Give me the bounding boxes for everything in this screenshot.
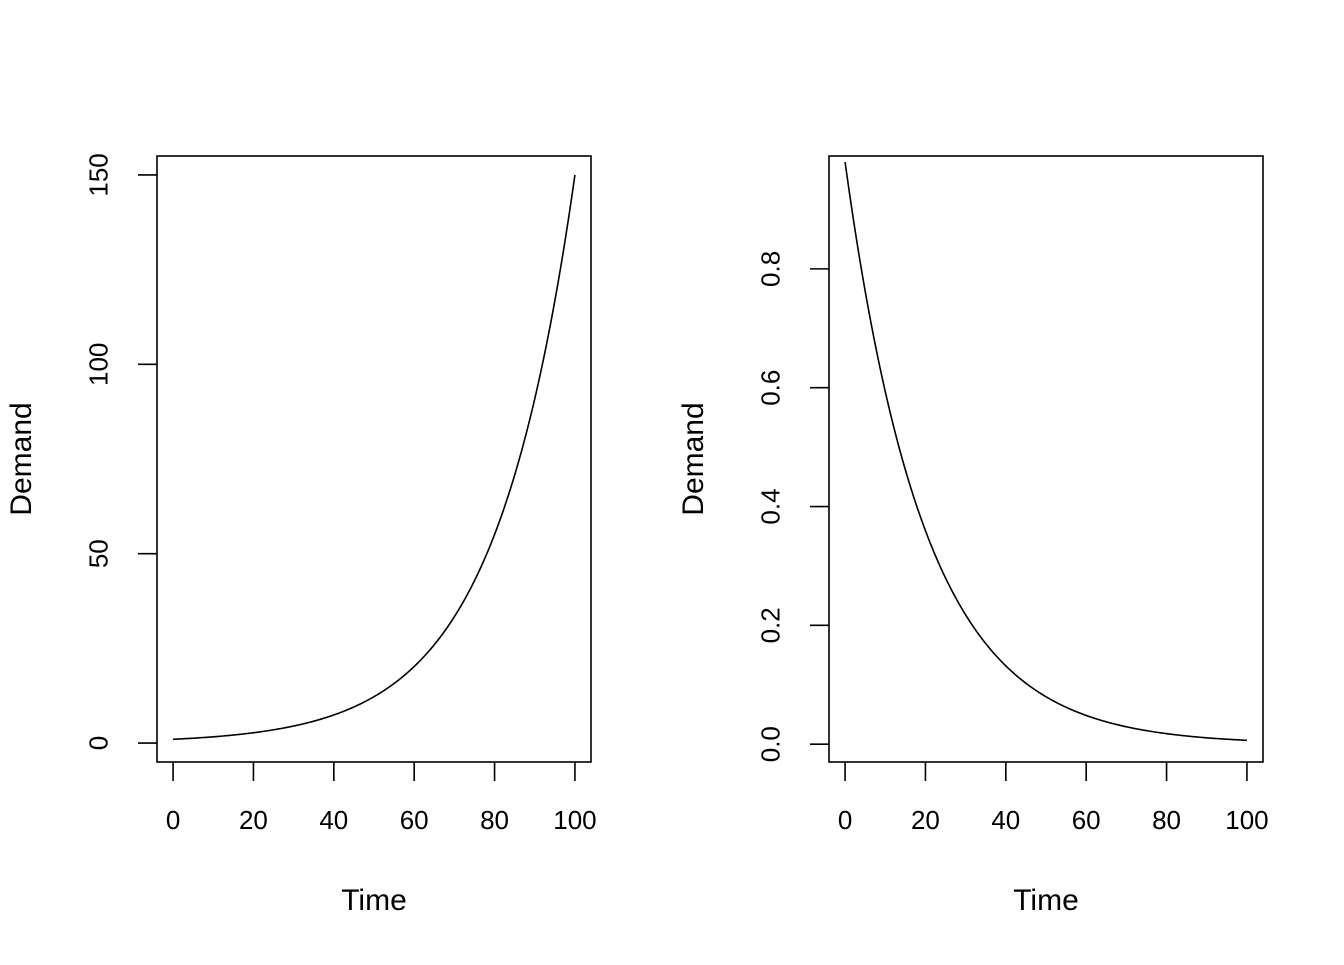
svg-text:Demand: Demand xyxy=(677,402,710,515)
svg-text:0.8: 0.8 xyxy=(755,251,785,287)
svg-text:Time: Time xyxy=(341,884,407,917)
svg-text:60: 60 xyxy=(1072,805,1101,835)
svg-text:50: 50 xyxy=(83,539,113,568)
svg-text:100: 100 xyxy=(553,805,596,835)
svg-text:40: 40 xyxy=(991,805,1020,835)
svg-text:20: 20 xyxy=(239,805,268,835)
svg-text:100: 100 xyxy=(83,343,113,386)
svg-text:Time: Time xyxy=(1013,884,1079,917)
svg-text:0.4: 0.4 xyxy=(755,488,785,524)
svg-text:40: 40 xyxy=(319,805,348,835)
svg-text:60: 60 xyxy=(400,805,429,835)
svg-text:0.6: 0.6 xyxy=(755,370,785,406)
svg-text:80: 80 xyxy=(1152,805,1181,835)
svg-text:0: 0 xyxy=(166,805,180,835)
svg-text:0: 0 xyxy=(838,805,852,835)
svg-text:20: 20 xyxy=(911,805,940,835)
svg-text:0: 0 xyxy=(83,736,113,750)
svg-text:150: 150 xyxy=(83,153,113,196)
svg-text:100: 100 xyxy=(1225,805,1268,835)
svg-text:0.2: 0.2 xyxy=(755,607,785,643)
svg-text:Demand: Demand xyxy=(5,402,38,515)
svg-text:80: 80 xyxy=(480,805,509,835)
svg-text:0.0: 0.0 xyxy=(755,726,785,762)
